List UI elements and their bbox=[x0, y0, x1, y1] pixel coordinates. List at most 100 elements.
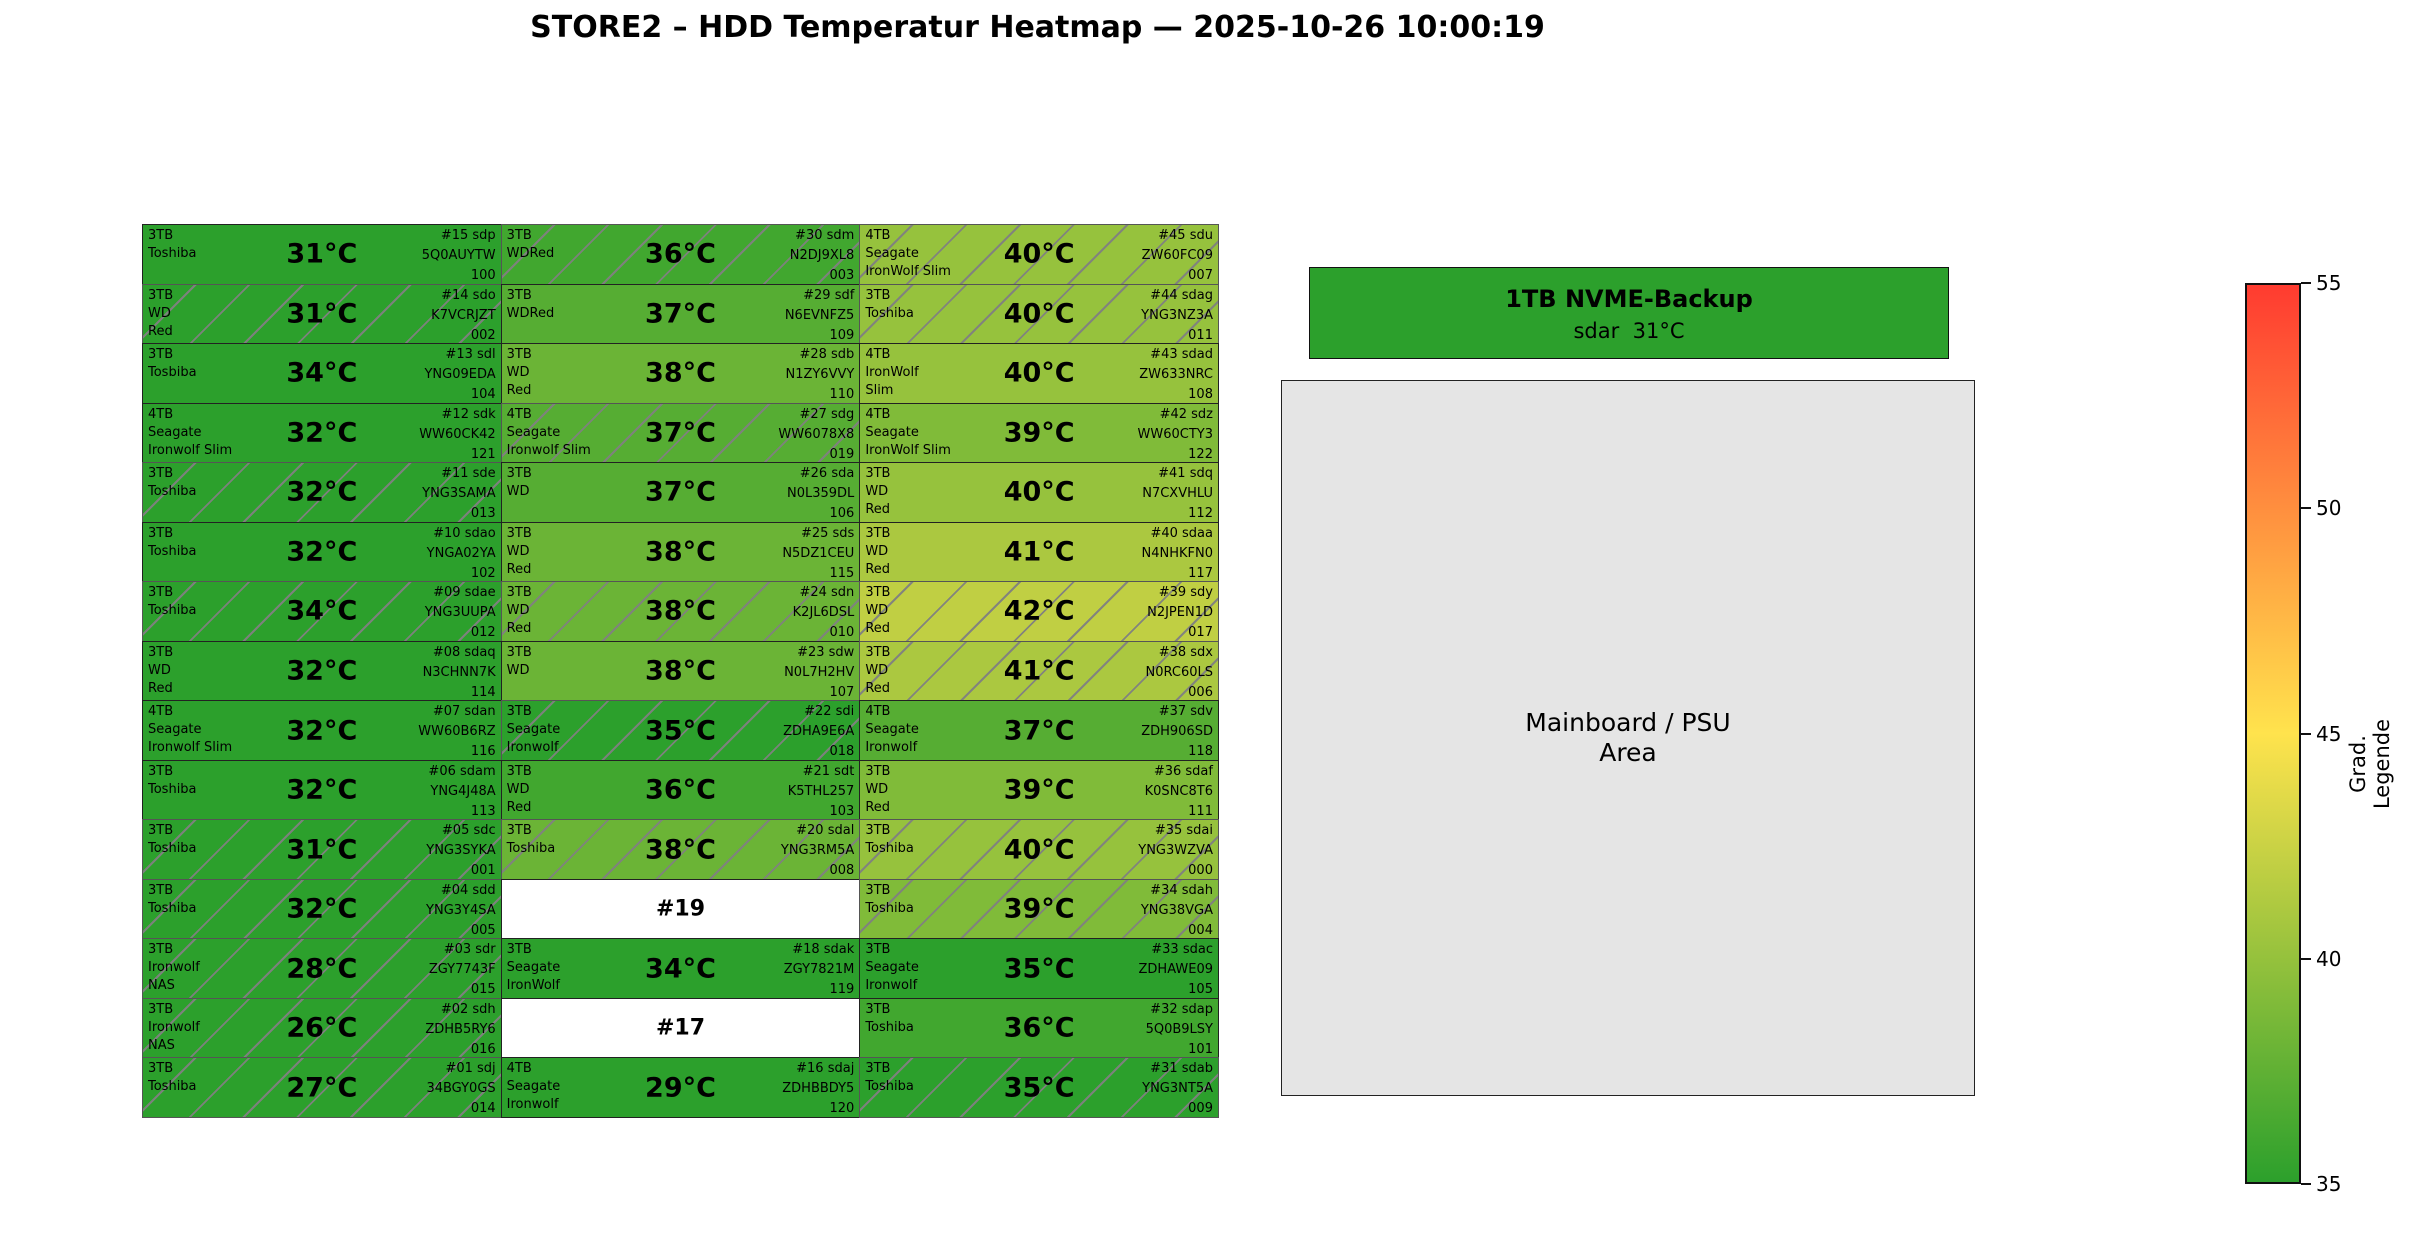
slot-label: #19 bbox=[655, 896, 706, 922]
drive-cell: 3TB Toshiba #35 sdai YNG3WZVA 000 40°C bbox=[859, 819, 1219, 880]
drive-brand: IronWolf bbox=[865, 365, 919, 381]
drive-model: Red bbox=[506, 799, 532, 815]
drive-code: 016 bbox=[470, 1041, 496, 1057]
chart-title: STORE2 – HDD Temperatur Heatmap — 2025-1… bbox=[530, 10, 1545, 45]
drive-temperature: 28°C bbox=[286, 953, 358, 985]
drive-brand: Toshiba bbox=[865, 305, 914, 321]
drive-slot: #20 sdal bbox=[796, 823, 855, 839]
drive-temperature: 32°C bbox=[286, 774, 358, 806]
drive-model: Red bbox=[148, 323, 173, 339]
hatch-pattern bbox=[860, 1058, 1218, 1117]
drive-cell: 3TB Seagate Ironwolf #22 sdi ZDHA9E6A 018 35°C bbox=[500, 700, 861, 761]
drive-brand: Ironwolf bbox=[148, 1019, 200, 1035]
drive-capacity: 3TB bbox=[865, 287, 891, 303]
drive-code: 110 bbox=[829, 387, 855, 403]
drive-code: 114 bbox=[470, 684, 496, 700]
drive-serial: YNG4J48A bbox=[430, 783, 496, 799]
drive-serial: N1ZY6VVY bbox=[785, 367, 855, 383]
drive-capacity: 3TB bbox=[865, 1061, 891, 1077]
drive-serial: 34BGY0GS bbox=[426, 1081, 496, 1097]
drive-cell: 3TB Toshiba #34 sdah YNG38VGA 004 39°C bbox=[859, 878, 1219, 940]
drive-cell: 3TB WD Red #39 sdy N2JPEN1D 017 42°C bbox=[859, 581, 1219, 642]
drive-temperature: 39°C bbox=[1003, 774, 1075, 806]
drive-temperature: 32°C bbox=[286, 476, 358, 508]
drive-model: Ironwolf bbox=[506, 1097, 559, 1113]
drive-brand: Toshiba bbox=[865, 900, 914, 916]
drive-brand: Seagate bbox=[865, 960, 919, 976]
colorbar-tick-label: 50 bbox=[2316, 496, 2342, 521]
drive-cell: 3TB Seagate IronWolf #18 sdak ZGY7821M 119 34°… bbox=[500, 938, 861, 999]
drive-slot: #25 sds bbox=[800, 525, 855, 541]
drive-temperature: 31°C bbox=[286, 298, 358, 330]
slot-label: #17 bbox=[655, 1015, 706, 1041]
drive-cell: 3TB Toshiba #44 sdag YNG3NZ3A 011 40°C bbox=[859, 283, 1219, 345]
drive-capacity: 3TB bbox=[506, 823, 532, 839]
drive-serial: K5THL257 bbox=[787, 783, 855, 799]
drive-serial: ZDHA9E6A bbox=[783, 724, 855, 740]
drive-temperature: 31°C bbox=[286, 238, 358, 270]
drive-brand: Seagate bbox=[506, 722, 561, 738]
drive-model: IronWolf Slim bbox=[865, 264, 951, 279]
drive-capacity: 4TB bbox=[148, 704, 174, 720]
drive-cell: 4TB Seagate Ironwolf Slim #07 sdan WW60B6RZ 1… bbox=[142, 700, 502, 761]
drive-capacity: 3TB bbox=[148, 1061, 174, 1077]
drive-brand: WDRed bbox=[506, 305, 555, 321]
drive-brand: Seagate bbox=[506, 1079, 561, 1095]
drive-cell: 4TB Seagate Ironwolf Slim #12 sdk WW60CK42 12… bbox=[142, 402, 502, 464]
drive-code: 000 bbox=[1188, 863, 1213, 879]
drive-brand: WD bbox=[148, 305, 171, 321]
hatch-pattern bbox=[143, 463, 501, 522]
drive-model: Red bbox=[506, 621, 532, 637]
drive-model: Red bbox=[865, 502, 891, 518]
drive-code: 107 bbox=[829, 684, 855, 700]
drive-model: Ironwolf Slim bbox=[506, 442, 591, 458]
drive-slot: #16 sdaj bbox=[796, 1061, 855, 1077]
drive-slot: #34 sdah bbox=[1150, 882, 1213, 898]
drive-serial: YNG3SAMA bbox=[422, 486, 496, 502]
drive-cell: 3TB Tosbiba #13 sdl YNG09EDA 104 34°C bbox=[142, 343, 502, 404]
drive-code: 001 bbox=[470, 863, 496, 879]
drive-temperature: 36°C bbox=[1003, 1012, 1075, 1044]
drive-code: 113 bbox=[470, 803, 496, 819]
hatch-pattern bbox=[860, 820, 1218, 879]
drive-slot: #43 sdad bbox=[1150, 347, 1213, 363]
drive-serial: K2JL6DSL bbox=[792, 605, 855, 621]
drive-slot: #22 sdi bbox=[804, 704, 855, 720]
drive-serial: ZGY7821M bbox=[783, 962, 855, 978]
drive-temperature: 31°C bbox=[286, 834, 358, 866]
drive-serial: N5DZ1CEU bbox=[782, 545, 855, 561]
drive-code: 111 bbox=[1188, 803, 1213, 819]
drive-capacity: 3TB bbox=[865, 823, 891, 839]
drive-code: 006 bbox=[1188, 684, 1213, 700]
drive-slot: #13 sdl bbox=[445, 347, 496, 363]
drive-cell: 3TB Toshiba #32 sdap 5Q0B9LSY 101 36°C bbox=[859, 997, 1219, 1059]
drive-serial: ZW633NRC bbox=[1139, 367, 1213, 383]
drive-temperature: 37°C bbox=[645, 417, 716, 449]
drive-serial: N2DJ9XL8 bbox=[789, 248, 855, 263]
drive-model: IronWolf bbox=[506, 978, 560, 994]
drive-code: 017 bbox=[1188, 625, 1213, 641]
empty-slot: #19 bbox=[500, 878, 861, 940]
drive-temperature: 41°C bbox=[1003, 536, 1075, 568]
drive-code: 011 bbox=[1188, 327, 1213, 343]
drive-brand: WD bbox=[865, 781, 889, 797]
drive-model: Ironwolf bbox=[865, 740, 918, 756]
empty-slot: #17 bbox=[500, 997, 861, 1059]
drive-code: 005 bbox=[470, 922, 496, 938]
drive-slot: #41 sdq bbox=[1158, 466, 1213, 482]
drive-code: 013 bbox=[470, 506, 496, 522]
drive-slot: #36 sdaf bbox=[1153, 763, 1213, 779]
drive-capacity: 4TB bbox=[865, 406, 891, 422]
drive-temperature: 34°C bbox=[286, 595, 358, 627]
drive-temperature: 37°C bbox=[645, 298, 716, 330]
drive-code: 117 bbox=[1188, 565, 1213, 581]
drive-cell: 4TB IronWolf Slim #43 sdad ZW633NRC 108 40°C bbox=[859, 343, 1219, 404]
hatch-pattern bbox=[143, 582, 501, 641]
drive-serial: N7CXVHLU bbox=[1142, 486, 1213, 502]
drive-serial: WW60CTY3 bbox=[1137, 426, 1213, 442]
drive-code: 103 bbox=[829, 803, 855, 819]
drive-code: 012 bbox=[470, 625, 496, 641]
drive-capacity: 3TB bbox=[148, 347, 174, 363]
drive-slot: #45 sdu bbox=[1158, 228, 1213, 243]
drive-temperature: 40°C bbox=[1003, 298, 1075, 330]
